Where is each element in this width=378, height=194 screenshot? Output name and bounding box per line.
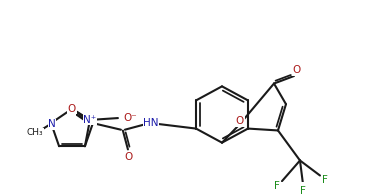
Text: F: F xyxy=(300,185,306,194)
Text: N: N xyxy=(68,106,76,116)
Text: N: N xyxy=(48,119,56,129)
Text: O: O xyxy=(68,104,76,114)
Text: F: F xyxy=(274,181,280,191)
Text: F: F xyxy=(322,175,328,185)
Text: CH₃: CH₃ xyxy=(27,128,43,137)
Text: N⁺: N⁺ xyxy=(83,115,96,125)
Text: O: O xyxy=(125,152,133,162)
Text: O⁻: O⁻ xyxy=(123,113,137,123)
Text: HN: HN xyxy=(143,118,159,128)
Text: O: O xyxy=(236,116,244,126)
Text: O: O xyxy=(293,65,301,75)
